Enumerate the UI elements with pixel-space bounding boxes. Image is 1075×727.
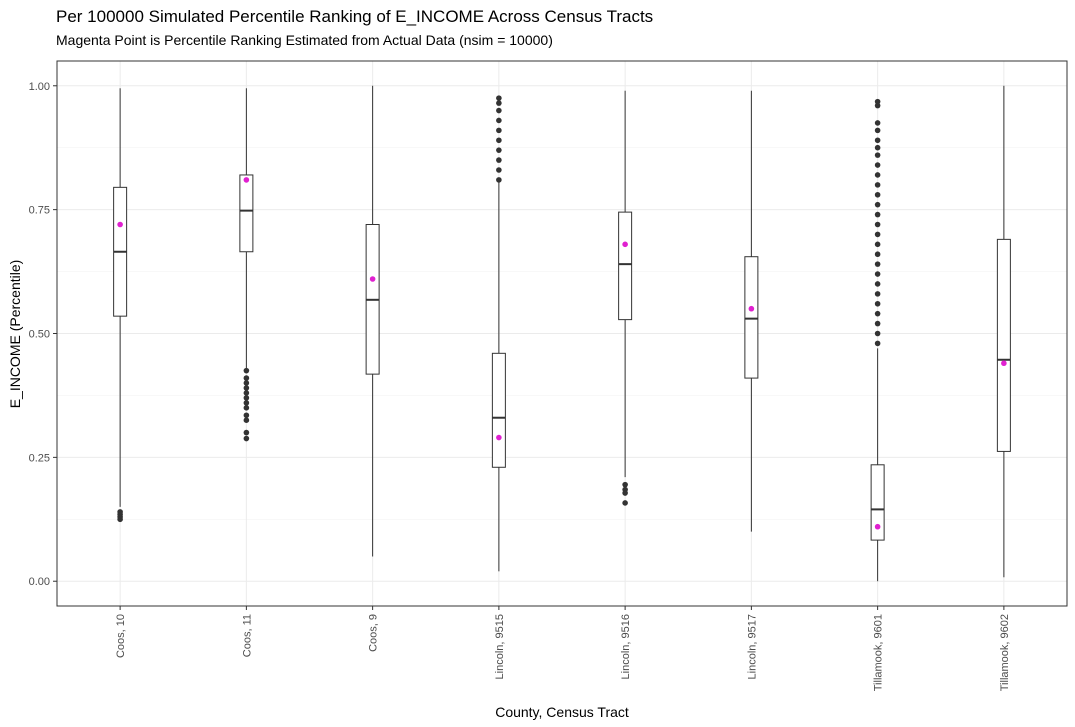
actual-data-point [243,177,250,183]
iqr-box [491,352,506,468]
outlier-point [874,300,881,307]
x-tick-label: Tillamook, 9601 [873,614,885,691]
outlier-point [243,395,250,401]
outlier-point [496,147,502,153]
actual-data-point [748,305,755,312]
outlier-point [496,127,502,134]
outlier-point [622,481,628,488]
x-axis-title: County, Census Tract [495,704,629,720]
iqr-box [744,256,759,379]
actual-data-point [369,276,376,282]
x-tick-label: Lincoln, 9517 [746,614,758,679]
outlier-point [496,107,502,114]
y-tick-label: 1.00 [29,81,50,93]
y-tick-label: 0.75 [29,205,50,217]
outlier-point [874,152,881,158]
actual-data-point [117,221,123,228]
y-tick-label: 0.50 [29,329,50,341]
outlier-point [874,340,881,347]
actual-data-point [1001,360,1007,367]
outlier-point [243,385,250,391]
y-axis: 0.00 0.25 0.50 0.75 1.00 [29,81,57,588]
outlier-point [874,310,881,317]
chart-subtitle: Magenta Point is Percentile Ranking Esti… [56,32,553,48]
boxplot-group [491,95,506,572]
x-tick-label: Lincoln, 9515 [494,614,506,679]
chart-title: Per 100000 Simulated Percentile Ranking … [56,7,653,26]
outlier-point [874,127,881,134]
outlier-point [243,380,250,386]
outlier-point [874,251,881,258]
outlier-point [874,98,881,105]
outlier-point [243,390,250,396]
outlier-point [874,271,881,277]
outlier-point [874,172,881,178]
outlier-point [874,211,881,218]
outlier-point [496,137,502,144]
outlier-point [874,221,881,228]
outlier-point [622,490,628,496]
boxplot-group [113,88,128,523]
outlier-point [496,100,502,106]
x-tick-label: Tillamook, 9602 [999,614,1011,691]
boxplot-group [618,90,633,506]
outlier-point [874,162,881,168]
outlier-point [874,281,881,287]
outlier-point [874,102,881,109]
boxplot-group [239,88,254,442]
outlier-point [874,144,881,151]
actual-data-point [874,523,881,530]
y-axis-title: E_INCOME (Percentile) [7,260,23,409]
boxplot-group [870,98,885,582]
outlier-point [496,157,502,163]
outlier-point [243,429,250,436]
outlier-point [874,320,881,327]
outlier-point [874,241,881,248]
outlier-point [874,231,881,238]
boxplot-group [744,90,759,532]
outlier-point [874,330,881,337]
boxplot-group [996,85,1011,578]
x-tick-label: Coos, 11 [241,614,253,657]
outlier-point [243,412,250,419]
actual-data-point [496,434,502,441]
y-tick-label: 0.25 [29,452,50,464]
iqr-box [239,174,254,253]
outlier-point [243,417,250,424]
outlier-point [243,435,250,442]
outlier-point [874,191,881,198]
outlier-point [874,137,881,144]
outlier-point [496,167,502,173]
outlier-point [496,177,502,183]
grid [57,61,1067,606]
outlier-point [496,95,502,101]
outlier-point [243,405,250,411]
outlier-point [243,400,250,406]
x-tick-label: Coos, 10 [115,614,127,658]
iqr-box [870,464,885,541]
outlier-point [117,516,123,523]
iqr-box [618,211,633,321]
outlier-point [874,201,881,208]
boxplot-group [365,85,380,557]
y-tick-label: 0.00 [29,576,50,588]
boxplots [113,85,1011,582]
outlier-point [622,500,628,506]
outlier-point [874,120,881,126]
outlier-point [496,117,502,124]
outlier-point [874,182,881,188]
outlier-point [243,375,250,381]
outlier-point [874,261,881,267]
x-tick-label: Lincoln, 9516 [620,614,632,679]
iqr-box [996,238,1011,452]
actual-data-point [622,241,628,248]
outlier-point [874,291,881,297]
x-axis: Coos, 10 Coos, 11 Coos, 9 Lincoln, 9515 Linc… [115,606,1011,691]
outlier-point [243,367,250,374]
x-tick-label: Coos, 9 [368,614,380,652]
